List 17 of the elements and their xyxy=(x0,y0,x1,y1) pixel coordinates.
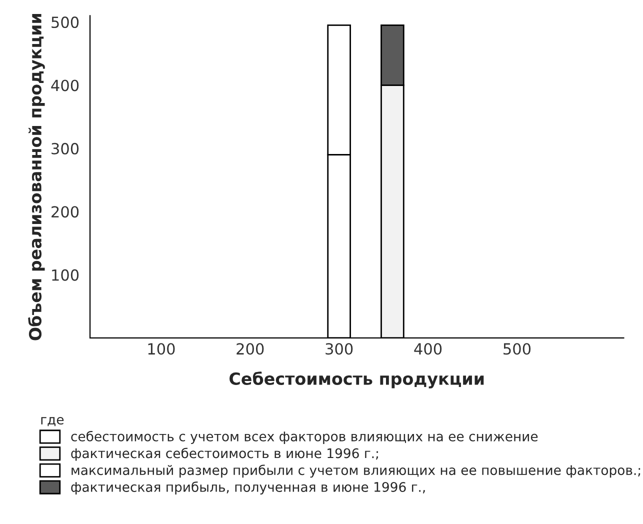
y-tick-label: 100 xyxy=(52,269,79,281)
x-axis-title: Себестоимость продукции xyxy=(230,372,484,388)
legend-label: фактическая себестоимость в июне 1996 г.; xyxy=(71,448,378,461)
legend-label: фактическая прибыль, полученная в июне 1996 г., xyxy=(71,482,425,495)
legend-label: себестоимость с учетом всех факторов влияющих на ее снижение xyxy=(71,430,538,444)
y-axis-title: Объем реализованной продукции xyxy=(28,14,45,340)
x-tick-label: 500 xyxy=(504,343,531,355)
legend-label: максимальный размер прибыли с учетом влияющих на ее повышение факторов.; xyxy=(72,464,640,478)
legend-title: где xyxy=(41,416,64,426)
x-tick-label: 300 xyxy=(326,343,353,355)
y-tick-label: 300 xyxy=(52,142,79,154)
y-tick-label: 500 xyxy=(52,16,79,28)
x-tick-label: 100 xyxy=(148,343,175,355)
x-tick-label: 400 xyxy=(414,343,442,355)
y-tick-label: 400 xyxy=(51,80,79,92)
x-tick-label: 200 xyxy=(236,343,264,355)
y-tick-label: 200 xyxy=(52,206,79,218)
